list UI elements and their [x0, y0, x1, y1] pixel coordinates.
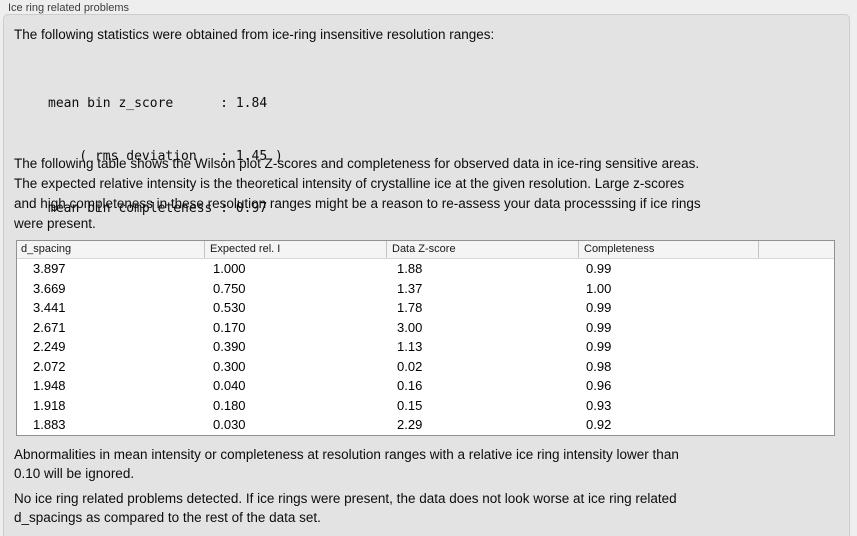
table-cell: 1.000: [213, 261, 246, 276]
table-cell: 0.030: [213, 417, 246, 432]
table-cell-spacer: [758, 337, 834, 357]
table-row[interactable]: 1.883 0.030 2.29 0.92: [17, 415, 834, 435]
ignore-note-line: 0.10 will be ignored.: [14, 466, 135, 481]
table-cell-spacer: [758, 357, 834, 377]
column-header-data-z-score[interactable]: Data Z-score: [386, 241, 578, 258]
column-header-d-spacing[interactable]: d_spacing: [21, 243, 72, 255]
table-cell: 2.29: [397, 417, 423, 432]
table-cell: 0.180: [213, 397, 246, 413]
table-cell: 1.13: [397, 339, 423, 354]
table-cell-spacer: [758, 298, 834, 318]
stats-intro-text: The following statistics were obtained f…: [14, 27, 495, 42]
table-cell-spacer: [758, 396, 834, 416]
conclusion-line: d_spacings as compared to the rest of th…: [14, 510, 321, 525]
table-cell: 0.750: [213, 280, 246, 296]
column-header-completeness[interactable]: Completeness: [578, 241, 758, 258]
table-cell: 1.88: [397, 261, 423, 276]
table-cell-spacer: [758, 259, 834, 279]
table-cell: 0.530: [213, 300, 246, 315]
table-row[interactable]: 3.669 0.750 1.37 1.00: [17, 279, 834, 299]
table-cell: 0.92: [586, 417, 612, 432]
table-cell: 1.948: [33, 378, 66, 393]
ice-table-body: 3.897 1.000 1.88 0.99 3.669 0.750 1.37 1.00 3.44…: [17, 259, 834, 435]
table-cell: 1.78: [397, 300, 423, 315]
table-cell: 2.072: [33, 358, 66, 374]
table-row[interactable]: 3.441 0.530 1.78 0.99: [17, 298, 834, 318]
table-cell: 0.040: [213, 378, 246, 393]
table-description-line: and high completeness in these resolutio…: [14, 196, 701, 211]
column-header-spacer: [758, 241, 834, 258]
table-cell: 3.00: [397, 319, 423, 335]
table-cell: 0.93: [586, 397, 612, 413]
table-cell: 0.390: [213, 339, 246, 354]
table-cell-spacer: [758, 415, 834, 435]
table-cell: 3.897: [33, 261, 66, 276]
table-cell: 0.15: [397, 397, 423, 413]
table-description-text: The following table shows the Wilson plo…: [14, 154, 701, 234]
table-row[interactable]: 2.671 0.170 3.00 0.99: [17, 318, 834, 338]
table-cell: 0.98: [586, 358, 612, 374]
table-cell: 3.669: [33, 280, 66, 296]
table-description-line: The expected relative intensity is the t…: [14, 176, 685, 191]
table-cell: 1.918: [33, 397, 66, 413]
table-row[interactable]: 2.072 0.300 0.02 0.98: [17, 357, 834, 377]
ignore-note-text: Abnormalities in mean intensity or compl…: [14, 445, 679, 483]
table-description-line: The following table shows the Wilson plo…: [14, 156, 700, 171]
table-cell: 3.441: [33, 300, 66, 315]
table-cell: 0.16: [397, 378, 423, 393]
table-description-line: were present.: [14, 216, 96, 231]
stats-line-zscore-rms: ( rms deviation : 1.45 ): [48, 148, 283, 164]
table-cell: 0.99: [586, 339, 612, 354]
table-cell: 0.96: [586, 378, 612, 393]
table-cell: 0.99: [586, 300, 612, 315]
table-row[interactable]: 3.897 1.000 1.88 0.99: [17, 259, 834, 279]
table-row[interactable]: 2.249 0.390 1.13 0.99: [17, 337, 834, 357]
stats-line-mean-zscore: mean bin z_score : 1.84: [48, 96, 268, 111]
table-cell: 1.37: [397, 280, 423, 296]
ice-ring-groupbox: The following statistics were obtained f…: [3, 14, 850, 536]
conclusion-text: No ice ring related problems detected. I…: [14, 489, 677, 527]
table-row[interactable]: 1.948 0.040 0.16 0.96: [17, 376, 834, 396]
table-cell: 2.249: [33, 339, 66, 354]
table-header-row: d_spacing Expected rel. I Data Z-score C…: [17, 241, 834, 259]
table-cell: 0.300: [213, 358, 246, 374]
table-cell: 0.02: [397, 358, 423, 374]
table-cell: 0.99: [586, 261, 612, 276]
table-cell-spacer: [758, 376, 834, 396]
table-cell: 1.00: [586, 280, 612, 296]
ice-ring-table: d_spacing Expected rel. I Data Z-score C…: [16, 240, 835, 436]
column-header-expected-rel-i[interactable]: Expected rel. I: [204, 241, 386, 258]
table-cell: 0.170: [213, 319, 246, 335]
table-cell-spacer: [758, 318, 834, 338]
stats-line-mean-completeness: mean bin completeness : 0.97: [48, 201, 268, 216]
table-row[interactable]: 1.918 0.180 0.15 0.93: [17, 396, 834, 416]
conclusion-line: No ice ring related problems detected. I…: [14, 491, 677, 506]
table-cell-spacer: [758, 279, 834, 299]
table-cell: 1.883: [33, 417, 66, 432]
table-cell: 2.671: [33, 319, 66, 335]
groupbox-title: Ice ring related problems: [8, 2, 130, 14]
ignore-note-line: Abnormalities in mean intensity or compl…: [14, 447, 679, 462]
table-cell: 0.99: [586, 319, 612, 335]
